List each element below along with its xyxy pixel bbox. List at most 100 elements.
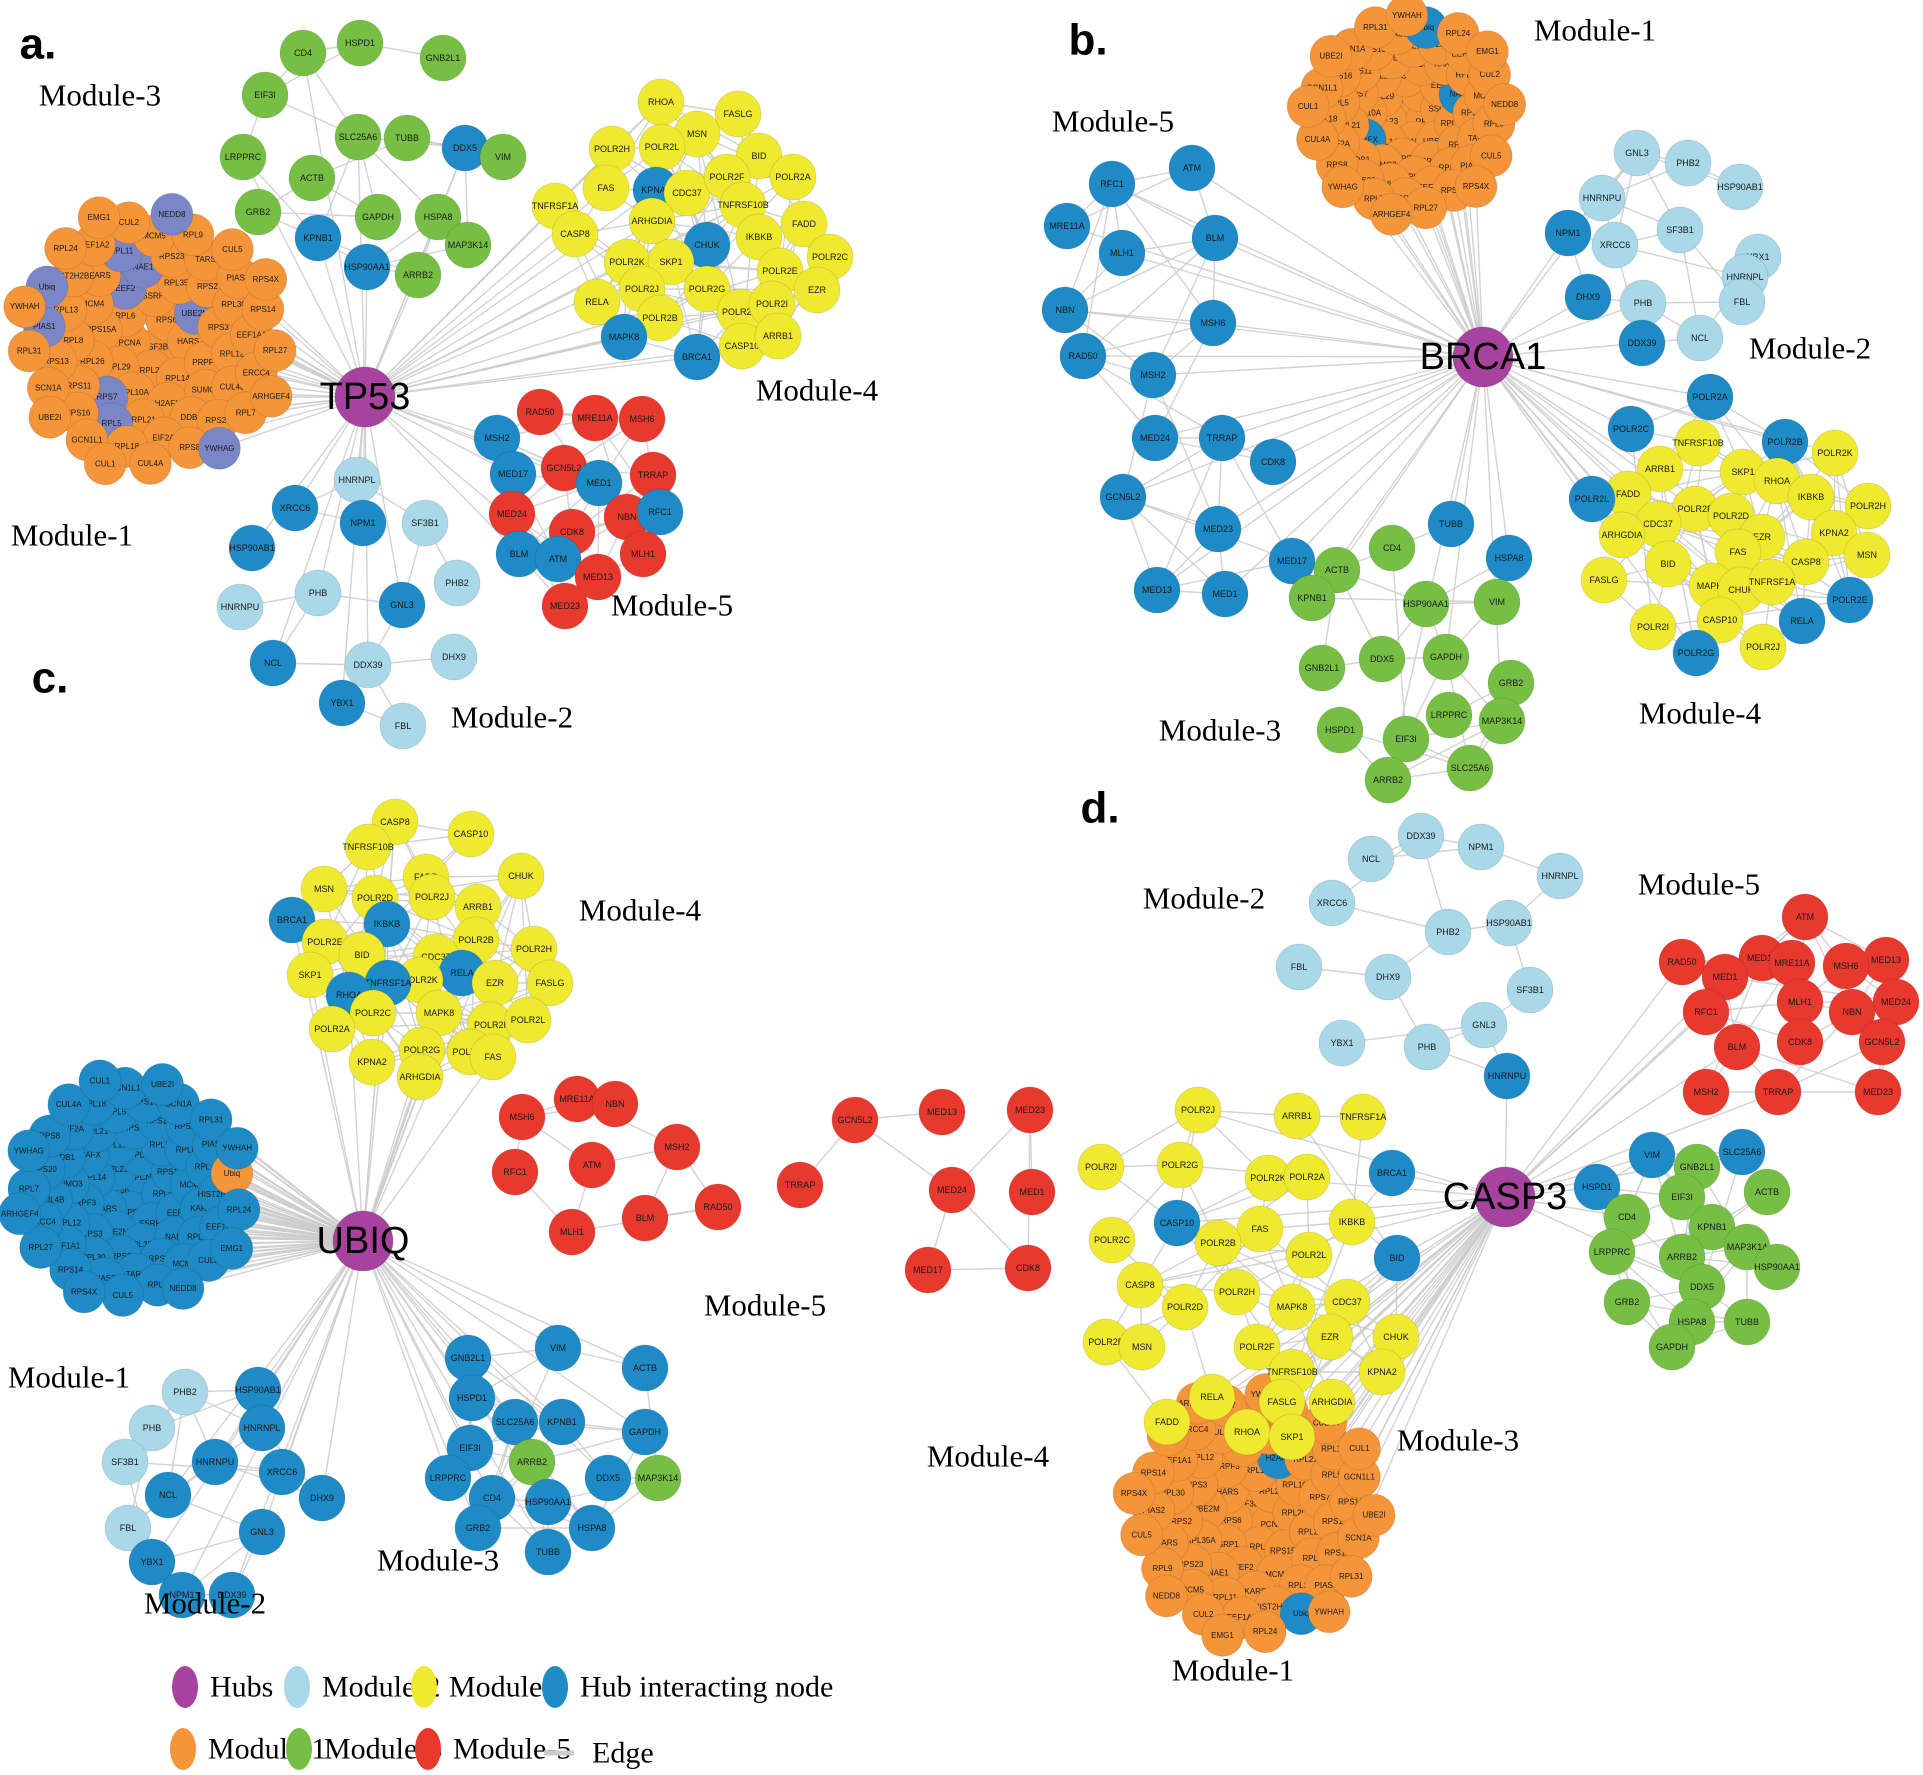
node-IKBKB[interactable] <box>1787 473 1835 521</box>
node-CD4[interactable] <box>279 29 327 77</box>
node-GNL3[interactable] <box>378 581 426 629</box>
node-NBN[interactable] <box>1828 988 1876 1036</box>
node-ACTB[interactable] <box>621 1344 669 1392</box>
node-POLR2J[interactable] <box>1739 623 1787 671</box>
node-MED23[interactable] <box>1854 1068 1902 1116</box>
node-DDX39[interactable] <box>344 641 392 689</box>
node-CUL4A[interactable] <box>128 442 172 485</box>
node-EIF3I[interactable] <box>241 71 289 119</box>
node-BRCA1[interactable] <box>1368 1149 1416 1197</box>
node-MLH1[interactable] <box>1776 978 1824 1026</box>
node-PHB[interactable] <box>128 1404 176 1452</box>
node-POLR2H[interactable] <box>1213 1268 1261 1316</box>
node-ARHGDIA[interactable] <box>1308 1378 1356 1426</box>
node-RFC1[interactable] <box>491 1148 539 1196</box>
node-POLR2J[interactable] <box>1174 1086 1222 1134</box>
node-MED17[interactable] <box>904 1246 952 1294</box>
node-PHB2[interactable] <box>1424 908 1472 956</box>
node-EZR[interactable] <box>471 959 519 1007</box>
node-RPL27[interactable] <box>253 329 297 373</box>
node-MSN[interactable] <box>1843 531 1891 579</box>
node-MED13[interactable] <box>1862 936 1910 984</box>
node-EIF3I[interactable] <box>1658 1173 1706 1221</box>
node-FBL[interactable] <box>104 1504 152 1552</box>
node-MAP3K14[interactable] <box>1478 697 1526 745</box>
node-VIM[interactable] <box>534 1324 582 1372</box>
node-POLR2C[interactable] <box>349 989 397 1037</box>
node-GAPDH[interactable] <box>621 1408 669 1456</box>
node-KPNB1[interactable] <box>538 1398 586 1446</box>
node-NEDD8[interactable] <box>150 192 194 236</box>
node-RPL31[interactable] <box>7 329 51 373</box>
node-XRCC6[interactable] <box>258 1448 306 1496</box>
node-RPL31[interactable] <box>1329 1554 1373 1598</box>
node-DDX39[interactable] <box>208 1571 256 1619</box>
node-NEDD8[interactable] <box>161 1267 205 1310</box>
node-MAP3K14[interactable] <box>444 221 492 269</box>
node-ATM[interactable] <box>1168 144 1216 192</box>
node-POLR2G[interactable] <box>1672 629 1720 677</box>
node-SF3B1[interactable] <box>1656 206 1704 254</box>
node-CUL5[interactable] <box>1120 1513 1164 1557</box>
node-FBL[interactable] <box>1275 943 1323 991</box>
node-RPL24[interactable] <box>1243 1610 1287 1654</box>
node-TUBB[interactable] <box>383 114 431 162</box>
node-NCL[interactable] <box>1347 835 1395 883</box>
node-UBE2I[interactable] <box>141 1062 184 1106</box>
node-RPS4X[interactable] <box>1112 1471 1156 1515</box>
hub-node-CASP3[interactable] <box>1474 1166 1536 1228</box>
node-ARHGEF4[interactable] <box>0 1192 42 1236</box>
node-RFC1[interactable] <box>636 488 684 536</box>
node-SLC25A6[interactable] <box>1718 1128 1766 1176</box>
node-MLH1[interactable] <box>1098 229 1146 277</box>
hub-node-UBIQ[interactable] <box>332 1210 394 1272</box>
node-YWHAG[interactable] <box>1321 165 1365 209</box>
node-HNRNPL[interactable] <box>333 456 381 504</box>
node-GCN5L2[interactable] <box>1099 473 1147 521</box>
node-POLR2L[interactable] <box>504 996 552 1044</box>
node-MAP3K14[interactable] <box>634 1454 682 1502</box>
node-ARHGDIA[interactable] <box>628 197 676 245</box>
node-HNRNPU[interactable] <box>1578 174 1626 222</box>
node-KPNB1[interactable] <box>1288 574 1336 622</box>
node-CHUK[interactable] <box>497 852 545 900</box>
node-VIM[interactable] <box>1473 578 1521 626</box>
node-PHB[interactable] <box>1403 1023 1451 1071</box>
node-HSPA8[interactable] <box>568 1504 616 1552</box>
node-NEDD8[interactable] <box>1144 1574 1188 1618</box>
node-POLR2F[interactable] <box>1233 1323 1281 1371</box>
node-DDX5[interactable] <box>584 1454 632 1502</box>
node-DDX39[interactable] <box>1397 812 1445 860</box>
node-VIM[interactable] <box>479 133 527 181</box>
node-HSPA8[interactable] <box>414 193 462 241</box>
node-FASLG[interactable] <box>714 90 762 138</box>
node-MED1[interactable] <box>1201 570 1249 618</box>
node-MED24[interactable] <box>1131 414 1179 462</box>
node-CUL1[interactable] <box>1286 84 1330 128</box>
node-CASP10[interactable] <box>1696 596 1744 644</box>
node-GNB2L1[interactable] <box>444 1334 492 1382</box>
node-NCL[interactable] <box>1676 314 1724 362</box>
node-CDK8[interactable] <box>1249 438 1297 486</box>
node-MSH6[interactable] <box>498 1093 546 1141</box>
node-LRPPRC[interactable] <box>424 1454 472 1502</box>
node-DHX9[interactable] <box>1564 273 1612 321</box>
node-PHB2[interactable] <box>161 1368 209 1416</box>
node-CUL1[interactable] <box>78 1059 122 1103</box>
node-HNRNPU[interactable] <box>216 583 264 631</box>
node-PHB[interactable] <box>1619 279 1667 327</box>
node-EIF3I[interactable] <box>1382 715 1430 763</box>
node-ARRB1[interactable] <box>754 312 802 360</box>
node-ARRB1[interactable] <box>1636 445 1684 493</box>
node-MED13[interactable] <box>574 553 622 601</box>
node-HSPD1[interactable] <box>1316 706 1364 754</box>
node-HSP90AB1[interactable] <box>1485 899 1533 947</box>
node-PHB[interactable] <box>294 569 342 617</box>
node-GRB2[interactable] <box>234 188 282 236</box>
node-GAPDH[interactable] <box>1648 1323 1696 1371</box>
node-ATM[interactable] <box>568 1141 616 1189</box>
node-MSH6[interactable] <box>1822 942 1870 990</box>
node-RFC1[interactable] <box>1682 988 1730 1036</box>
node-UBE2I[interactable] <box>1352 1493 1396 1537</box>
node-BID[interactable] <box>1373 1234 1421 1282</box>
